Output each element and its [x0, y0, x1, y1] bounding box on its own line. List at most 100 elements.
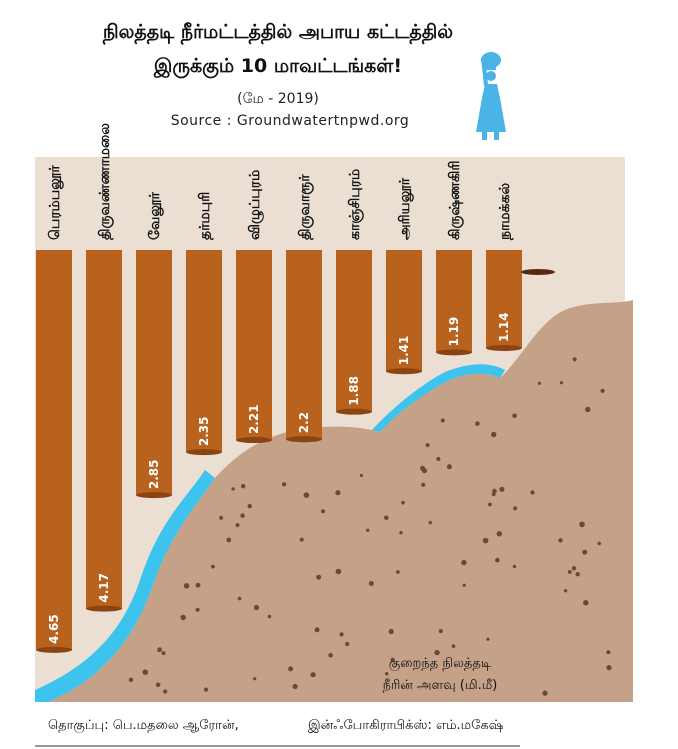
- soil-dot: [513, 506, 518, 511]
- soil-dot: [310, 672, 316, 678]
- category-labels: பெரம்பலூர் திருவண்ணாமலை வேலூர் தர்மபுரி விழு…: [47, 123, 514, 241]
- soil-dot: [237, 596, 242, 601]
- bars: 4.65 4.17 2.85 2.35 2.21 2.2 1.88 1.41 1.19 1.14: [36, 250, 555, 653]
- soil-dot: [299, 537, 304, 542]
- well-hole: [521, 269, 555, 275]
- category-label: அரியலூர்: [397, 177, 414, 240]
- soil-dot: [128, 677, 134, 682]
- bar-base: [286, 436, 322, 443]
- annotation-line2: நீரின் அளவு (மி.மீ): [383, 678, 498, 693]
- soil-dot: [226, 537, 232, 543]
- soil-dot: [241, 484, 246, 489]
- chart-subtitle: (மே - 2019): [237, 91, 319, 107]
- soil-dot: [559, 381, 564, 385]
- bar-body: [286, 250, 322, 440]
- soil-dot: [345, 641, 350, 647]
- soil-dot: [585, 406, 591, 413]
- bar-base: [436, 349, 472, 356]
- soil-dot: [451, 644, 456, 648]
- soil-dot: [434, 649, 440, 656]
- bar-base: [386, 368, 422, 375]
- bar-10: [486, 250, 522, 352]
- soil-dot: [401, 500, 405, 505]
- soil-dot: [328, 653, 333, 658]
- soil-dot: [335, 490, 341, 496]
- category-label: வேலூர்: [147, 192, 164, 240]
- soil-dot: [420, 465, 426, 471]
- soil-dot: [495, 557, 500, 563]
- bar-base: [486, 345, 522, 352]
- soil-dot: [235, 523, 240, 528]
- chart-title-line2: இருக்கும் 10 மாவட்டங்கள்!: [153, 55, 402, 79]
- bar-base: [186, 449, 222, 456]
- bar-6: [286, 250, 322, 443]
- soil-dot: [575, 572, 580, 577]
- soil-dot: [582, 549, 588, 555]
- soil-dot: [440, 418, 445, 423]
- bar-9: [436, 250, 472, 356]
- soil-dot: [240, 513, 245, 518]
- category-label: நாமக்கல்: [497, 183, 514, 241]
- soil-dot: [567, 570, 572, 574]
- soil-dot: [161, 651, 166, 656]
- soil-dot: [475, 421, 480, 426]
- soil-dot: [537, 381, 542, 385]
- soil-dot: [396, 570, 400, 574]
- soil-ground: [48, 300, 633, 702]
- soil-dot: [491, 431, 497, 438]
- value-label: 1.14: [497, 312, 511, 342]
- chart-title-line1: நிலத்தடி நீர்மட்டத்தில் அபாய கட்டத்தில்: [102, 21, 453, 45]
- soil-dot: [253, 677, 257, 681]
- soil-dot: [438, 629, 443, 634]
- category-label: திருவாரூர்: [297, 174, 314, 240]
- bar-body: [336, 250, 372, 412]
- bar-body: [386, 250, 422, 372]
- soil-dot: [288, 666, 294, 672]
- value-label: 1.88: [347, 376, 361, 406]
- bar-body: [186, 250, 222, 453]
- soil-dot: [462, 583, 466, 587]
- soil-dot: [606, 665, 612, 671]
- value-label: 2.35: [197, 416, 211, 446]
- soil-dot: [421, 482, 426, 487]
- soil-dot: [488, 502, 492, 507]
- bar-body: [136, 250, 172, 496]
- category-label: பெரம்பலூர்: [47, 165, 64, 240]
- soil-dot: [292, 683, 298, 690]
- soil-dot: [385, 672, 389, 676]
- soil-dot: [253, 604, 260, 611]
- soil-dot: [563, 589, 568, 593]
- soil-dot: [572, 357, 577, 362]
- soil-dot: [579, 521, 585, 528]
- soil-dot: [180, 614, 186, 621]
- soil-dot: [335, 568, 342, 575]
- soil-dot: [428, 520, 432, 525]
- soil-dot: [571, 566, 577, 571]
- credit-infographic: இன்ஃபோகிராபிக்ஸ்: எம்.மகேஷ்: [308, 718, 503, 733]
- bar-5: [236, 250, 272, 444]
- soil-dot: [195, 607, 200, 612]
- soil-dot: [183, 583, 190, 589]
- bar-1: [36, 250, 72, 653]
- soil-dot: [461, 559, 467, 566]
- soil-dot: [512, 564, 517, 569]
- credit-compiler: தொகுப்பு: பெ.மதலை ஆரோன்,: [48, 718, 239, 733]
- category-label: விழுப்புரம்: [247, 170, 264, 240]
- soil-dot: [499, 486, 505, 492]
- soil-dot: [195, 582, 201, 588]
- soil-dot: [606, 650, 611, 655]
- bar-body: [486, 250, 522, 349]
- value-label: 2.85: [147, 459, 161, 489]
- soil-dot: [366, 528, 370, 532]
- soil-dots: [128, 357, 612, 696]
- soil-dot: [303, 492, 310, 498]
- soil-dot: [339, 632, 344, 637]
- soil-dot: [558, 538, 563, 543]
- soil-dot: [512, 413, 517, 419]
- bar-body: [86, 250, 122, 609]
- soil-dot: [321, 509, 325, 514]
- value-label: 4.17: [97, 573, 111, 603]
- soil-dot: [281, 482, 287, 487]
- category-label: திருவண்ணாமலை: [97, 123, 114, 240]
